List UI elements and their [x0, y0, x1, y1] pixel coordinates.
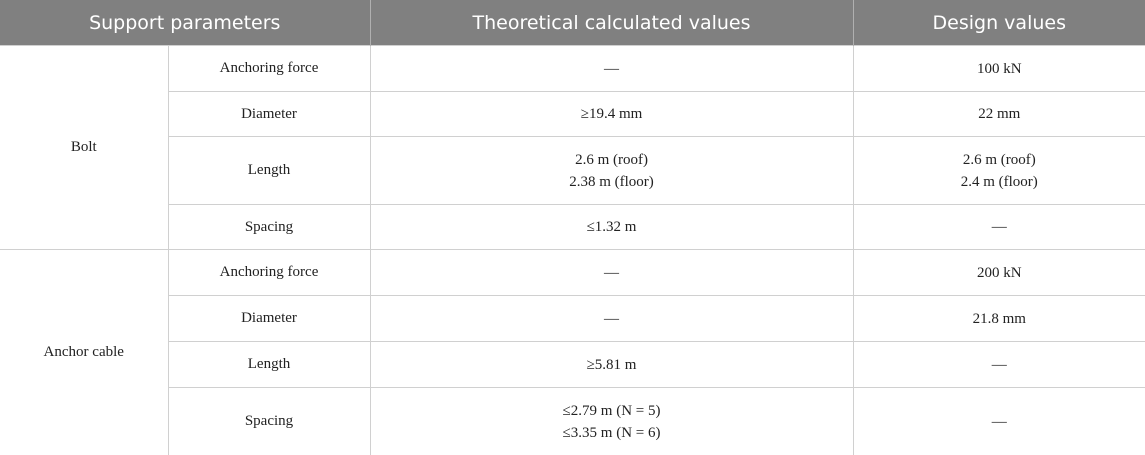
table-row: Diameter — 21.8 mm: [0, 295, 1145, 342]
theoretical-cell: 2.6 m (roof) 2.38 m (floor): [369, 136, 854, 205]
cell-line: ≤2.79 m (N = 5): [562, 402, 661, 419]
cell-line: ≥5.81 m: [586, 356, 637, 373]
parameter-cell: Diameter: [168, 295, 371, 342]
cell-line: —: [604, 264, 620, 281]
group-cell: Bolt: [0, 45, 169, 250]
design-cell: 2.6 m (roof) 2.4 m (floor): [852, 136, 1145, 205]
cell-line: 2.6 m (roof): [575, 151, 648, 168]
table-row: Length 2.6 m (roof) 2.38 m (floor) 2.6 m (r…: [0, 136, 1145, 205]
parameter-cell: Spacing: [168, 387, 371, 455]
design-cell: 22 mm: [852, 91, 1145, 137]
cell-line: —: [604, 60, 620, 77]
table-row: Spacing ≤1.32 m —: [0, 204, 1145, 250]
cell-line: —: [991, 219, 1007, 235]
header-cell: Design values: [852, 0, 1145, 46]
cell-line: 2.6 m (roof): [962, 151, 1036, 168]
parameter-cell: Length: [168, 136, 371, 205]
cell-line: ≤1.32 m: [586, 219, 637, 235]
cell-line: ≤3.35 m (N = 6): [562, 424, 661, 441]
cell-line: 21.8 mm: [972, 310, 1026, 327]
table-row: Spacing ≤2.79 m (N = 5) ≤3.35 m (N = 6) —: [0, 387, 1145, 455]
header-row: Support parameters Theoretical calculated…: [0, 0, 1145, 46]
parameter-cell: Spacing: [168, 204, 371, 250]
table-row: Bolt Anchoring force — 100 kN: [0, 45, 1145, 250]
theoretical-cell: ≥19.4 mm: [369, 91, 854, 137]
cell-line: 200 kN: [976, 264, 1022, 281]
table-body: Bolt Anchoring force — 100 kN Diameter ≥19.4 …: [0, 45, 1145, 455]
cell-line: —: [604, 310, 620, 327]
parameter-cell: Diameter: [168, 91, 371, 137]
theoretical-cell: ≤1.32 m: [369, 204, 854, 250]
cell-line: —: [991, 413, 1007, 430]
table-row: Diameter ≥19.4 mm 22 mm: [0, 91, 1145, 137]
header-cell: Theoretical calculated values: [369, 0, 854, 46]
parameter-cell: Anchoring force: [167, 45, 371, 92]
cell-line: ≥19.4 mm: [580, 106, 643, 122]
cell-line: 22 mm: [978, 106, 1021, 122]
theoretical-cell: —: [369, 45, 854, 92]
table-row: Anchor cable Anchoring force — 200 kN: [0, 249, 1145, 455]
theoretical-cell: —: [369, 249, 854, 296]
theoretical-cell: —: [369, 295, 854, 342]
design-cell: —: [852, 387, 1145, 455]
group-cell: Anchor cable: [0, 249, 169, 455]
design-cell: 100 kN: [852, 45, 1145, 92]
cell-line: 100 kN: [976, 60, 1022, 77]
cell-line: —: [991, 356, 1007, 373]
design-cell: —: [852, 204, 1145, 250]
design-cell: 200 kN: [852, 249, 1145, 296]
parameter-cell: Length: [168, 341, 371, 388]
design-cell: —: [852, 341, 1145, 388]
theoretical-cell: ≥5.81 m: [369, 341, 854, 388]
design-cell: 21.8 mm: [852, 295, 1145, 342]
parameter-cell: Anchoring force: [167, 249, 371, 296]
theoretical-cell: ≤2.79 m (N = 5) ≤3.35 m (N = 6): [369, 387, 854, 455]
cell-line: 2.38 m (floor): [569, 173, 654, 190]
header-cell: Support parameters: [0, 0, 371, 46]
table-row: Length ≥5.81 m —: [0, 341, 1145, 388]
cell-line: 2.4 m (floor): [960, 173, 1038, 190]
